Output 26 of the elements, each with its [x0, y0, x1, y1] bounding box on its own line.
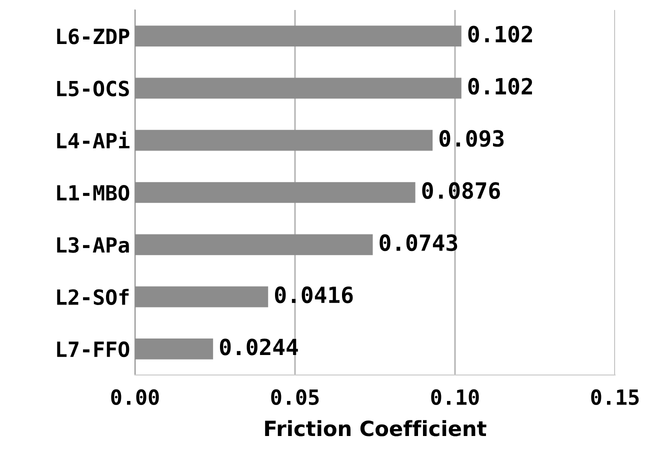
data-label: 0.0244	[220, 338, 298, 356]
y-tick-label: L5-OCS	[57, 80, 129, 96]
data-label: 0.102	[468, 26, 532, 43]
y-tick-label: L2-SOf	[57, 288, 129, 305]
x-tick-label: 0.10	[431, 389, 479, 406]
y-tick-label: L4-APi	[57, 131, 130, 148]
x-tick-label: 0.00	[111, 389, 159, 406]
bar	[135, 234, 373, 256]
bar	[135, 78, 462, 99]
x-axis-title: Friction Coefficient	[265, 420, 486, 436]
data-label: 0.102	[468, 78, 532, 95]
data-label: 0.093	[439, 130, 504, 147]
y-tick-label: L7-FFO	[57, 341, 130, 358]
y-tick-label: L3-APa	[57, 237, 129, 253]
data-label: 0.0876	[422, 182, 500, 199]
bar	[135, 182, 416, 203]
x-tick-label: 0.05	[271, 389, 319, 406]
data-label: 0.0416	[275, 286, 353, 304]
bar	[135, 130, 433, 151]
bar	[135, 26, 462, 46]
x-tick-label: 0.15	[591, 389, 639, 406]
bar	[135, 338, 214, 360]
data-label: 0.0743	[380, 234, 458, 252]
y-tick-label: L6-ZDP	[57, 28, 130, 44]
y-tick-label: L1-MBO	[57, 184, 130, 201]
bar	[135, 286, 268, 308]
